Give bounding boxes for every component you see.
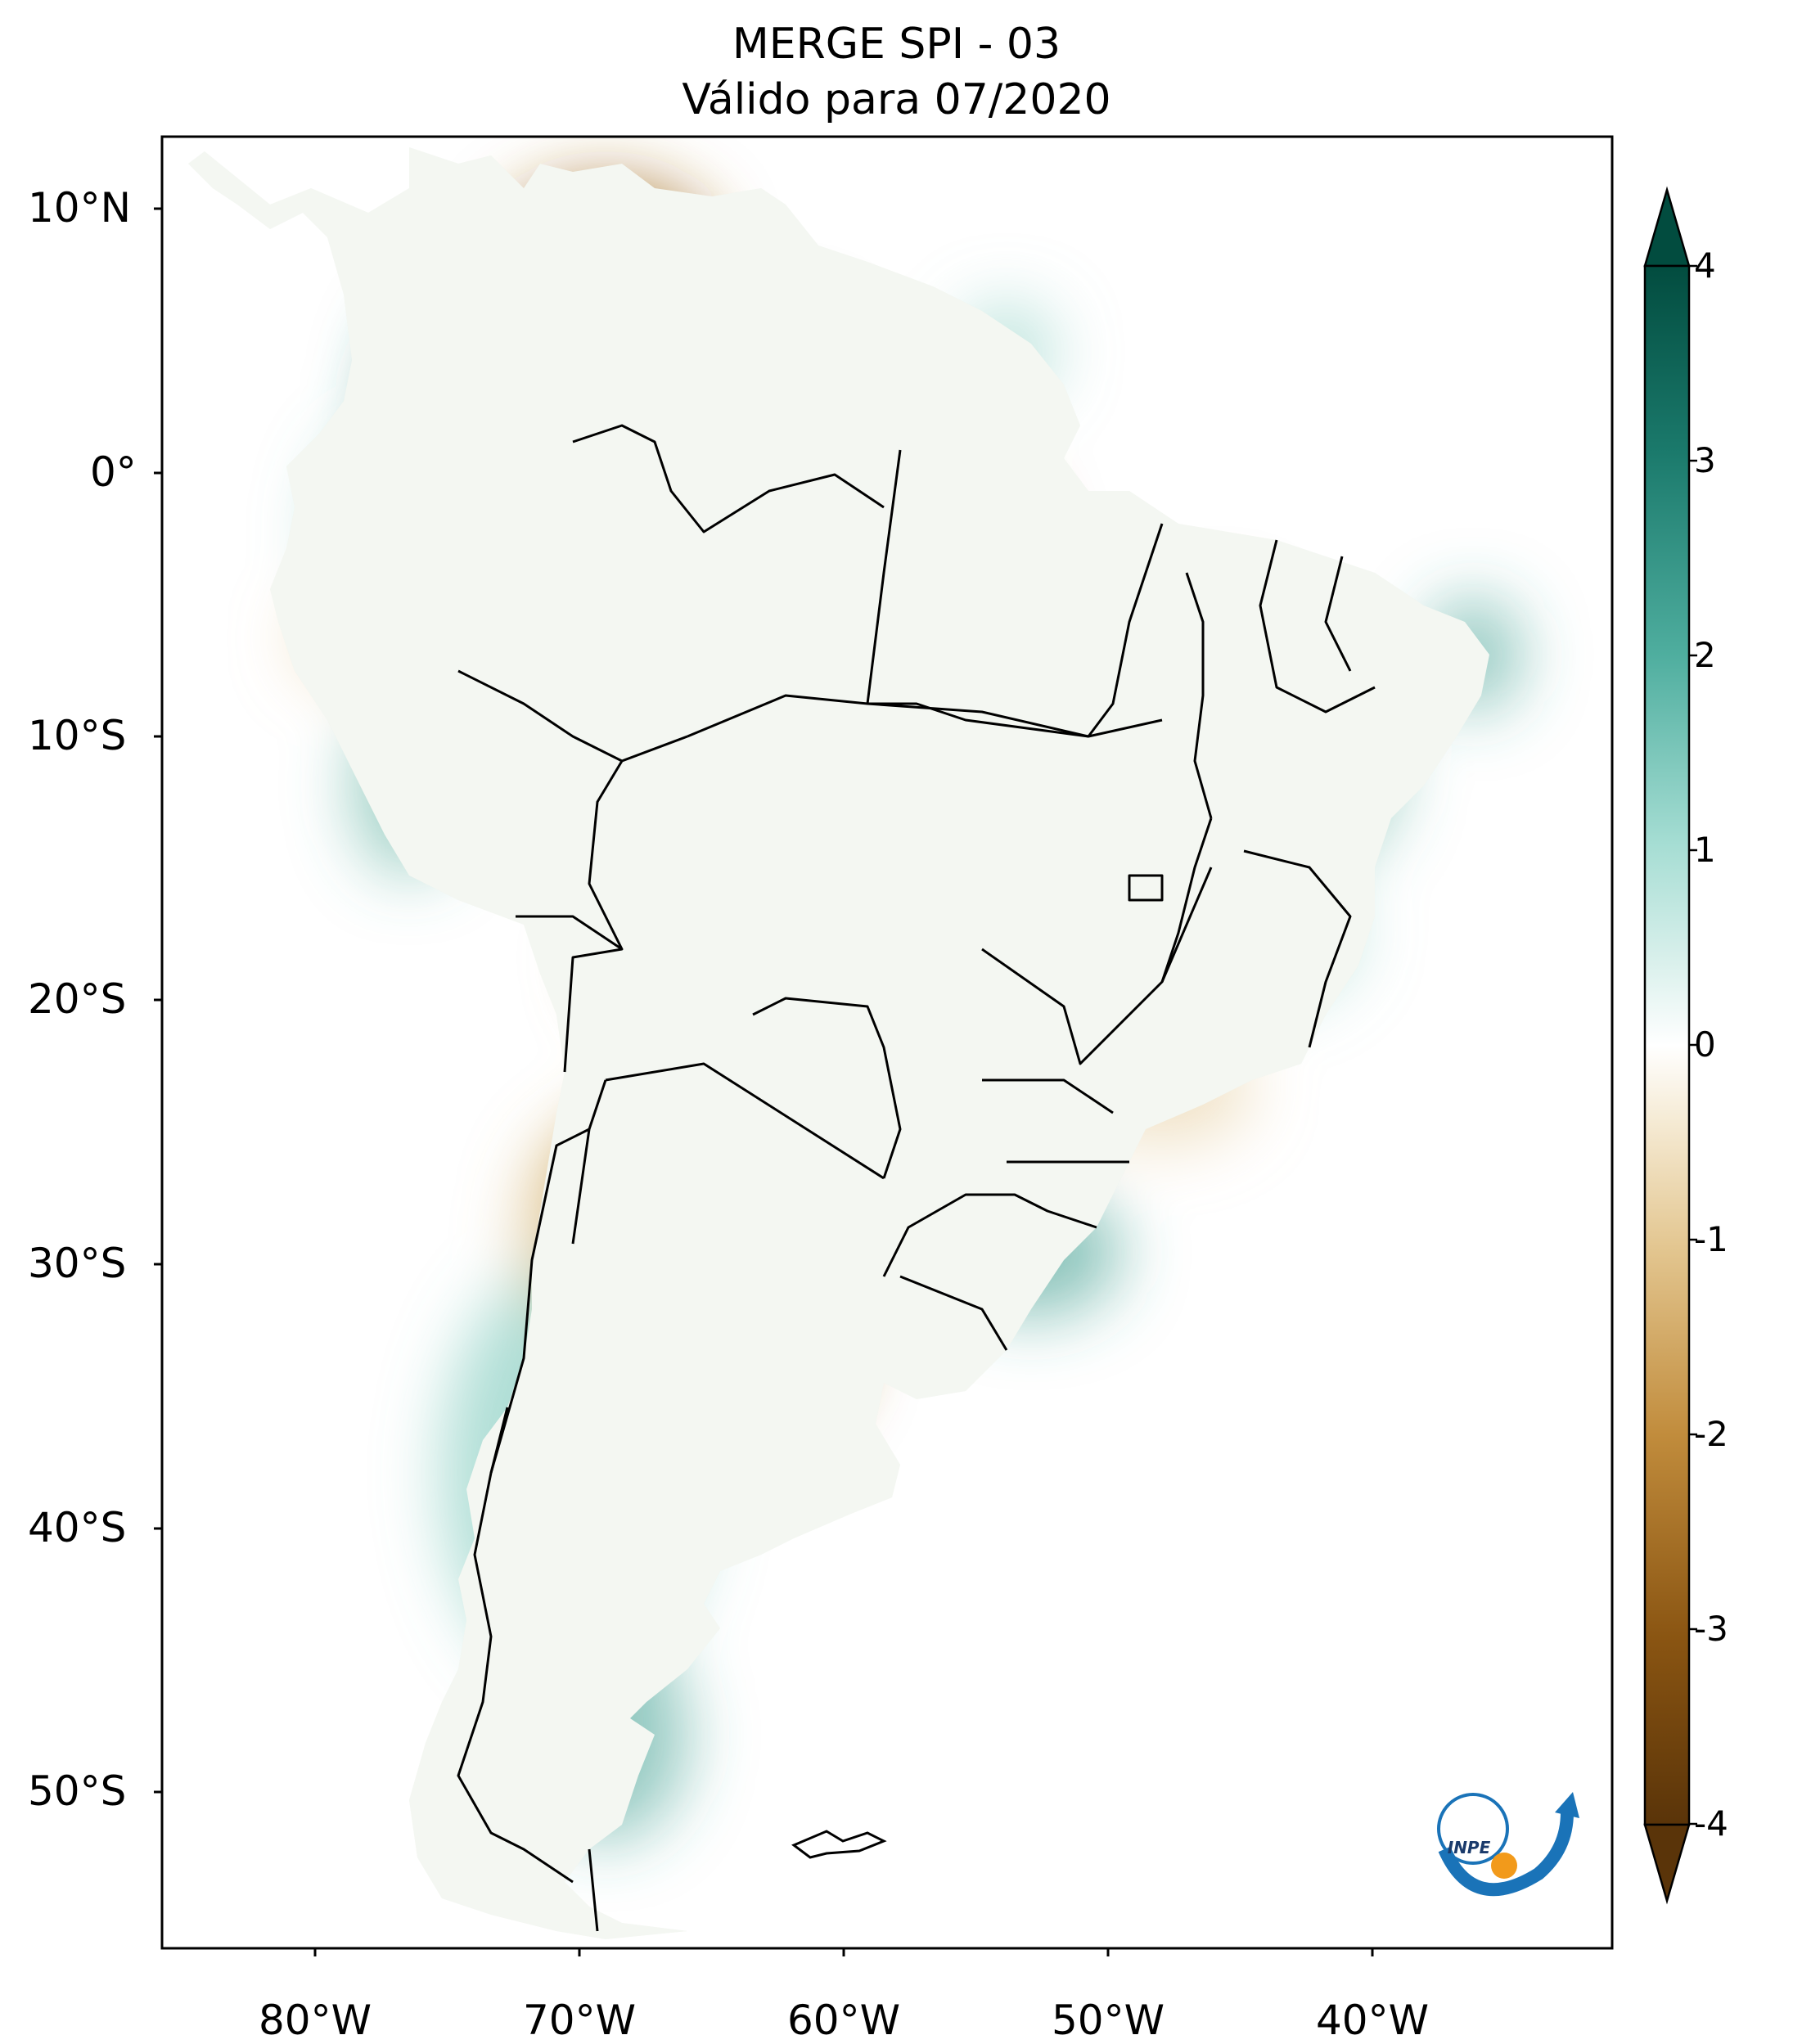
colorbar-label-m2: -2	[1694, 1414, 1728, 1454]
colorbar	[1643, 186, 1697, 1905]
lat-label-30s: 30°S	[28, 1240, 127, 1287]
falkland-islands	[791, 1830, 887, 1859]
lat-label-40s: 40°S	[28, 1504, 127, 1551]
colorbar-label-0: 0	[1694, 1024, 1716, 1065]
lon-label-60w: 60°W	[786, 1997, 901, 2044]
inpe-logo: INPE	[1437, 1792, 1579, 1897]
inpe-logo-text: INPE	[1448, 1838, 1491, 1857]
lat-label-20s: 20°S	[28, 975, 127, 1023]
lon-label-50w: 50°W	[1051, 1997, 1165, 2044]
lat-label-10n: 10°N	[28, 184, 132, 232]
colorbar-max-extend	[1643, 186, 1691, 268]
lat-label-10s: 10°S	[28, 712, 127, 759]
lat-label-50s: 50°S	[28, 1767, 127, 1815]
colorbar-label-m4: -4	[1694, 1803, 1728, 1844]
axis-ticks	[154, 207, 1374, 1956]
lon-label-40w: 40°W	[1315, 1997, 1430, 2044]
colorbar-label-3: 3	[1694, 440, 1716, 480]
colorbar-min-extend	[1643, 1823, 1691, 1905]
lon-label-80w: 80°W	[258, 1997, 372, 2044]
colorbar-label-4: 4	[1694, 245, 1716, 286]
map-title: MERGE SPI - 03	[732, 20, 1061, 69]
lat-label-0: 0°	[90, 448, 137, 496]
map-frame	[160, 135, 1614, 1950]
borders	[187, 146, 1491, 1941]
colorbar-label-1: 1	[1694, 830, 1716, 870]
colorbar-gradient	[1643, 264, 1691, 1826]
lon-label-70w: 70°W	[522, 1997, 637, 2044]
colorbar-label-2: 2	[1694, 635, 1716, 675]
map-subtitle: Válido para 07/2020	[682, 75, 1111, 124]
colorbar-label-m1: -1	[1694, 1219, 1728, 1259]
colorbar-label-m3: -3	[1694, 1609, 1728, 1649]
